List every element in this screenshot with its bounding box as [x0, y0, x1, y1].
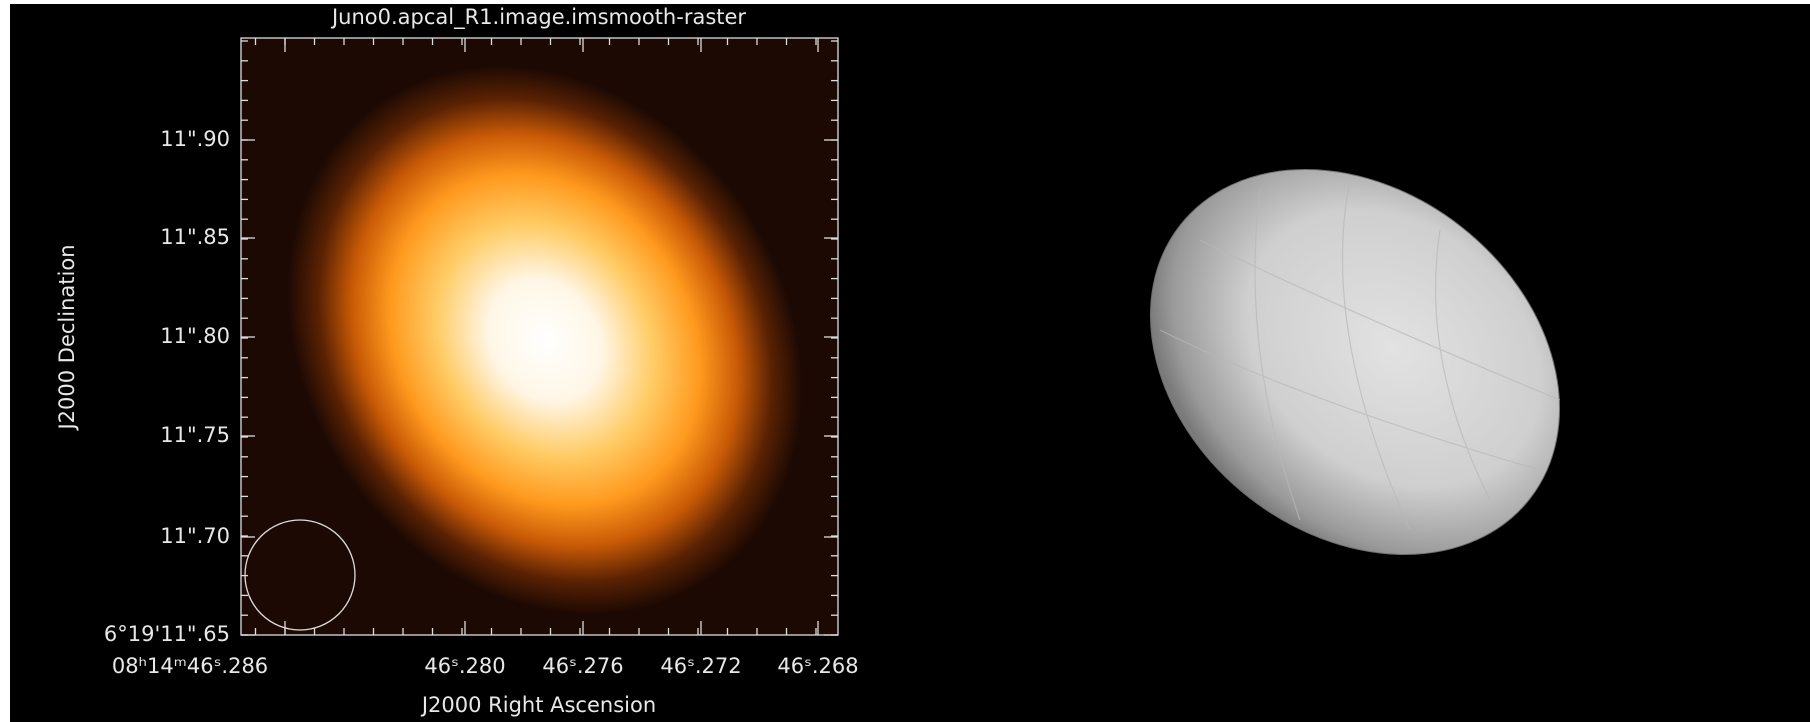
y-tick-label: 6°19'11".65	[104, 622, 230, 646]
x-tick-label: 46ˢ.268	[777, 654, 858, 678]
raster-image	[182, 0, 908, 715]
y-tick-label: 11".85	[160, 225, 230, 249]
page: Juno0.apcal_R1.image.imsmooth-raster J20…	[0, 0, 1810, 722]
y-tick-label: 11".90	[160, 127, 230, 151]
x-tick-label: 46ˢ.280	[424, 654, 505, 678]
figure: Juno0.apcal_R1.image.imsmooth-raster J20…	[0, 0, 1810, 722]
x-axis-label: J2000 Right Ascension	[420, 693, 656, 717]
y-tick-label: 11".70	[160, 524, 230, 548]
x-tick-label: 46ˢ.276	[542, 654, 623, 678]
y-tick-label: 11".75	[160, 423, 230, 447]
y-tick-label: 11".80	[160, 324, 230, 348]
title: Juno0.apcal_R1.image.imsmooth-raster	[330, 5, 746, 30]
y-axis-label: J2000 Declination	[55, 244, 79, 431]
x-tick-label: 46ˢ.272	[660, 654, 741, 678]
x-tick-label: 08ʰ14ᵐ46ˢ.286	[112, 654, 268, 678]
